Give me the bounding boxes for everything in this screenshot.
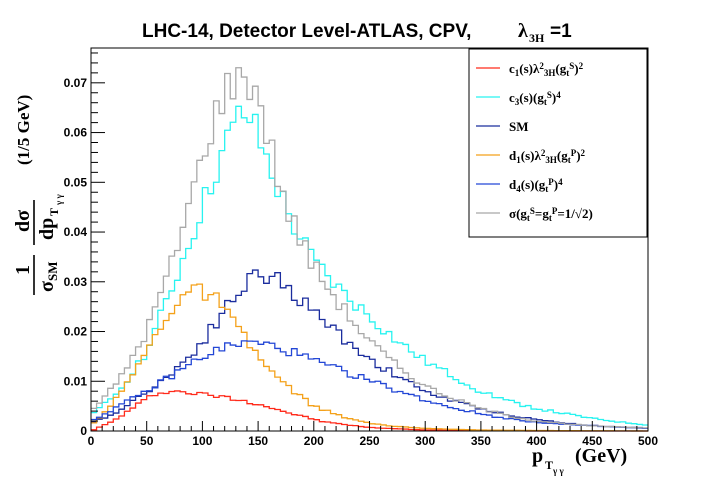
xlabel-subsub: γ γ — [552, 466, 564, 476]
x-tick-label: 350 — [471, 434, 491, 448]
legend-label-3: d1(s)λ23H(gtP)2 — [509, 148, 586, 165]
series-5-line — [91, 67, 648, 429]
x-tick-label: 500 — [638, 434, 658, 448]
legend-label-0: c1(s)λ23H(gtS)2 — [509, 61, 584, 78]
x-tick-label: 200 — [304, 434, 324, 448]
legend-label-1: c3(s)(gtS)4 — [509, 90, 561, 107]
y-tick-label: 0.03 — [64, 275, 88, 289]
y-tick-label: 0.04 — [64, 225, 88, 239]
y-tick-label: 0.02 — [64, 325, 88, 339]
legend-label-2: SM — [509, 119, 529, 134]
x-tick-label: 150 — [248, 434, 268, 448]
series-2-line — [91, 269, 648, 429]
y-tick-label: 0.06 — [64, 126, 88, 140]
x-tick-label: 50 — [140, 434, 154, 448]
legend-box — [468, 48, 648, 238]
x-axis-label: p T γ γ (GeV) — [532, 445, 627, 476]
x-tick-label: 250 — [359, 434, 379, 448]
legend-label-5: σ(gtS=gtP=1/√2) — [509, 206, 593, 223]
ylabel-dp: dp — [36, 218, 58, 240]
y-tick-label: 0 — [80, 424, 87, 438]
ylabel-one: 1 — [12, 265, 34, 275]
xlabel-unit: (GeV) — [575, 445, 627, 467]
y-tick-label: 0.07 — [64, 76, 88, 90]
ylabel-sigma: σ — [36, 281, 58, 292]
ylabel-sigma-sub: SM — [45, 262, 60, 282]
title-lambda: λ — [518, 20, 528, 42]
y-tick-label: 0.05 — [64, 175, 88, 189]
chart-title: LHC-14, Detector Level-ATLAS, CPV, — [142, 21, 471, 42]
title-lambda-value: =1 — [550, 21, 572, 42]
y-axis-label: 1 σ SM dσ dp T γ γ (1/5 GeV) — [12, 95, 64, 295]
x-tick-label: 300 — [415, 434, 435, 448]
y-tick-label: 0.01 — [64, 374, 88, 388]
xlabel-p: p — [532, 445, 543, 467]
axis-layer: 0 50 100 150 200 250 300 350 400 450 500 0 0.01 0.02 0… — [64, 52, 658, 448]
ylabel-unit: (1/5 GeV) — [14, 95, 33, 165]
plot-frame — [90, 47, 649, 432]
legend: c1(s)λ23H(gtS)2 c3(s)(gtS)4 SM d1(s)λ23H(gt… — [468, 48, 648, 238]
ylabel-dp-sub: T — [47, 208, 61, 216]
ylabel-dsigma: dσ — [12, 210, 34, 232]
x-tick-label: 400 — [527, 434, 547, 448]
xlabel-sub: T — [545, 458, 553, 472]
x-tick-label: 0 — [88, 434, 95, 448]
legend-label-4: d4(s)(gtP)4 — [509, 177, 563, 194]
x-tick-label: 450 — [582, 434, 602, 448]
ylabel-dp-subsub: γ γ — [54, 194, 64, 206]
series-4-line — [91, 340, 648, 429]
series-1-line — [91, 105, 648, 426]
x-tick-label: 100 — [192, 434, 212, 448]
title-lambda-sub: 3H — [529, 31, 545, 45]
